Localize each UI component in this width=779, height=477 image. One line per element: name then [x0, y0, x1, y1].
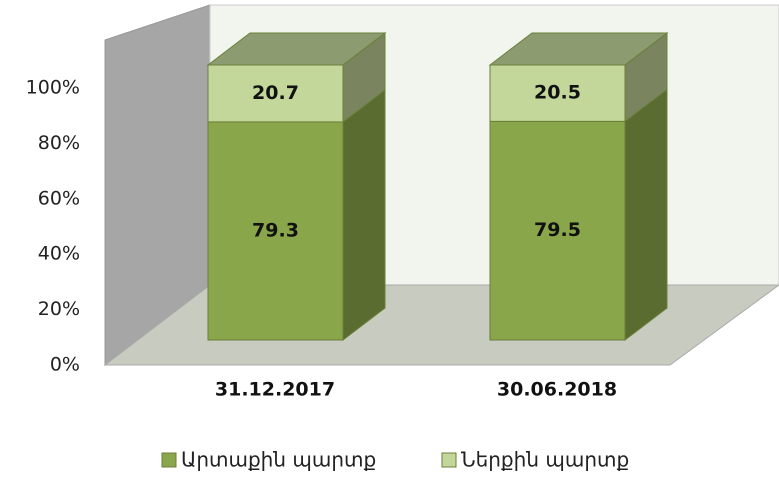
x-tick-label: 30.06.2018	[497, 379, 617, 401]
x-tick-label: 31.12.2017	[215, 379, 335, 401]
bar-front	[207, 121, 344, 341]
y-tick-label: 60%	[38, 187, 80, 209]
y-tick-label: 40%	[38, 243, 80, 265]
legend-label: Արտաքին պարտք	[181, 448, 376, 472]
bar-side	[624, 88, 668, 342]
bar-front	[489, 120, 626, 341]
bar	[489, 88, 668, 342]
y-tick-label: 20%	[38, 298, 80, 320]
bar-top	[206, 32, 387, 66]
bar-front	[489, 64, 626, 122]
value-label: 79.5	[534, 219, 581, 241]
bar	[488, 31, 669, 123]
bar-top	[488, 32, 669, 66]
value-label: 79.3	[252, 219, 299, 241]
legend-swatch	[161, 452, 177, 468]
legend-swatch	[441, 452, 457, 468]
bar	[207, 88, 386, 342]
value-label: 20.5	[534, 82, 581, 104]
bar-side	[342, 88, 386, 342]
y-tick-label: 100%	[26, 77, 80, 99]
y-tick-label: 0%	[50, 354, 80, 376]
bar	[206, 31, 387, 123]
legend-label: Ներքին պարտք	[461, 448, 629, 472]
bar-front	[207, 64, 344, 123]
floor	[103, 284, 779, 366]
y-tick-label: 80%	[38, 132, 80, 154]
value-label: 20.7	[252, 82, 299, 104]
